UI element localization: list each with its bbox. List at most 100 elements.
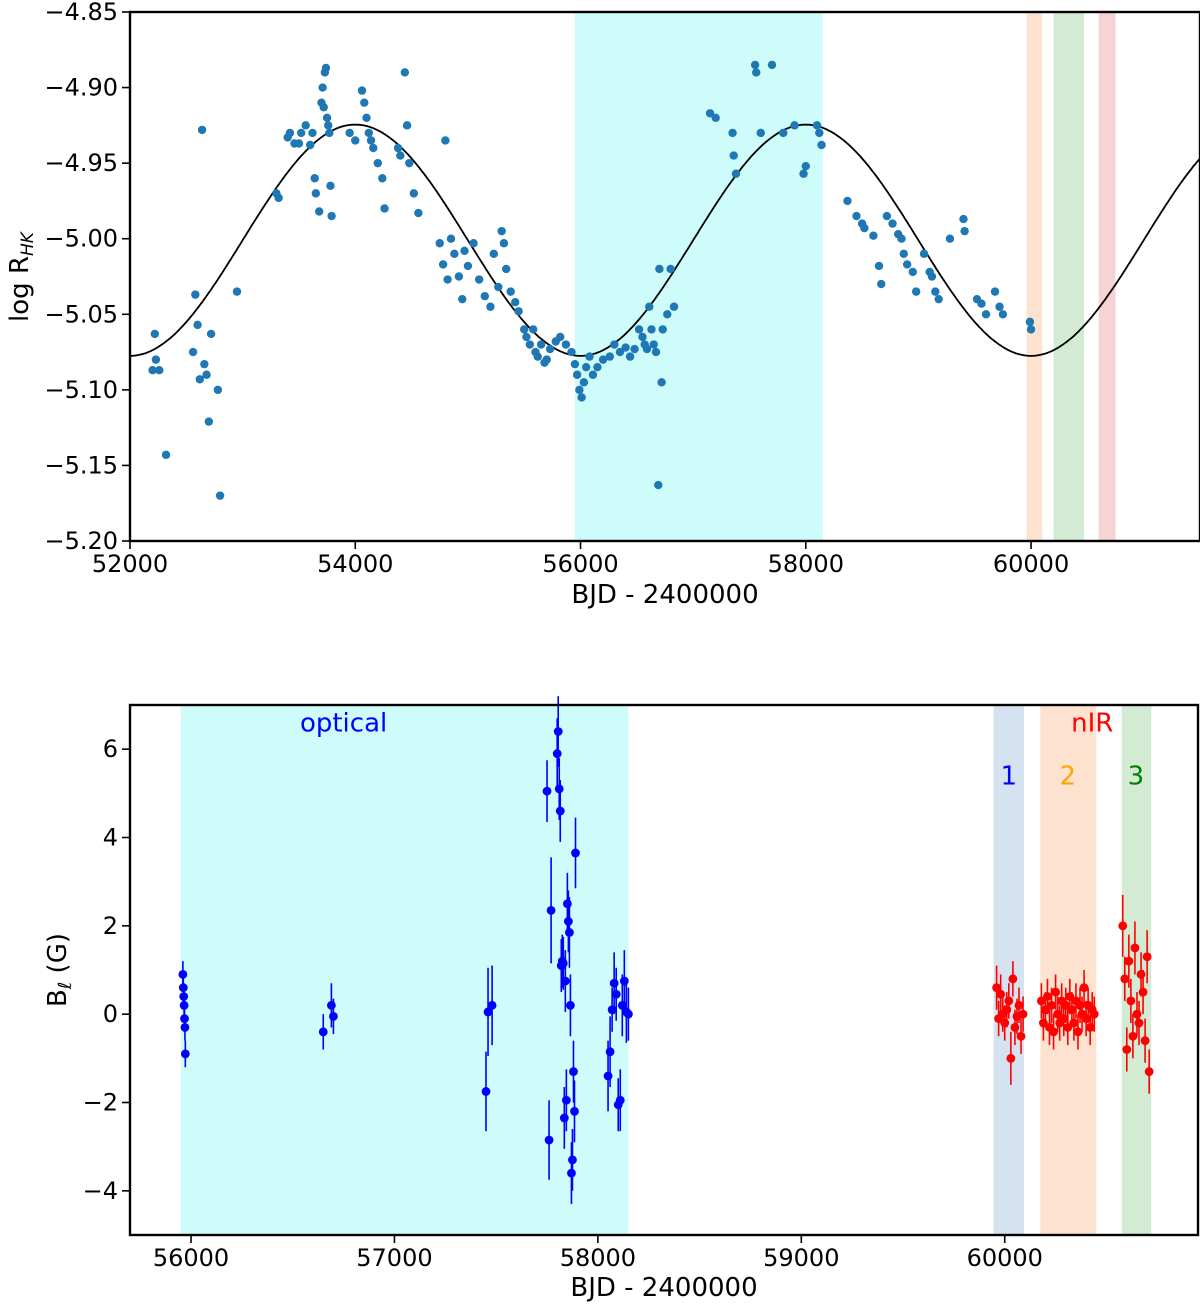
rhk-data-point [480,291,489,301]
series-nIR [992,894,1154,1094]
top-y-axis-label-main: log R [5,256,35,322]
rhk-data-points [148,60,1036,500]
rhk-data-point [188,347,198,357]
nIR-data-point [996,989,1006,999]
rhk-data-point [579,378,589,387]
rhk-data-point [790,121,799,130]
optical-data-point [611,989,621,999]
rhk-data-point [658,325,667,334]
nIR-data-point [1016,1031,1026,1041]
nIR-data-point [1124,956,1134,966]
nIR-data-point [1049,1027,1058,1037]
rhk-data-point [450,249,459,259]
bottom-x-tick-label: 57000 [356,1244,432,1272]
bottom-y-tick-label: −4 [83,1177,118,1205]
nIR-data-point [1081,1014,1091,1023]
rhk-data-point [522,332,531,342]
top-y-tick-label: −5.10 [44,376,118,404]
bottom-x-axis-label: BJD - 2400000 [570,1273,757,1303]
optical-data-point [559,1113,569,1123]
bottom-axis-ticks: 56000 57000 58000 59000 60000 −4 −2 0 2 4 6 [83,735,1043,1272]
rhk-data-point [511,297,520,307]
optical-data-point [180,1023,190,1032]
nIR-data-point [992,983,1002,993]
nIR-data-point [1002,1005,1012,1015]
rhk-data-point [945,234,955,243]
optical-data-point [619,976,629,986]
bottom-x-tick-label: 58000 [560,1244,636,1272]
rhk-data-point [360,98,369,107]
rhk-data-point [414,208,423,218]
nIR-data-point [1067,1005,1077,1015]
rhk-data-point [877,279,886,289]
rhk-data-point [882,211,892,221]
rhk-data-point [960,226,969,236]
rhk-data-point [409,189,419,198]
rhk-data-point [752,68,761,77]
rhk-data-point [902,260,912,269]
optical-data-point [487,1000,497,1010]
bl-data-points [178,696,1154,1205]
bottom-y-axis-label-suffix: (G) [43,933,73,982]
bottom-y-tick-label: 6 [103,735,118,763]
rhk-data-point [494,282,503,292]
top-x-tick-label: 60000 [993,550,1069,578]
rhk-data-point [297,128,306,138]
optical-data-point [553,727,563,736]
rhk-data-point [306,140,315,150]
rhk-data-point [469,239,478,248]
rhk-data-point [378,174,387,183]
rhk-data-point [405,158,414,168]
rhk-data-point [852,211,861,221]
rhk-data-point [899,249,908,259]
bottom-shaded-region-3 [1040,705,1097,1235]
rhk-data-point [460,246,469,256]
nIR-data-point [1047,1000,1056,1010]
rhk-data-point [799,169,808,178]
rhk-data-point [536,340,546,349]
rhk-data-point [463,261,473,271]
rhk-data-point [817,140,826,150]
bottom-y-tick-label: 2 [103,912,118,940]
rhk-data-point [843,196,852,206]
rhk-data-point [931,287,940,296]
optical-data-point [179,1000,189,1010]
rhk-data-point [486,302,495,311]
rhk-data-point [977,299,986,308]
rhk-data-point [396,151,405,160]
rhk-data-point [981,310,991,319]
rhk-data-point [542,355,551,364]
series-optical [178,696,633,1205]
rhk-data-point [654,480,663,490]
rhk-data-point [294,139,304,148]
rhk-data-point [711,113,720,123]
nIR-data-point [1006,1053,1016,1063]
rhk-data-point [815,128,824,138]
bottom-y-tick-label: 0 [103,1000,118,1028]
nIR-data-point [1120,974,1130,984]
rhk-data-point [161,450,171,460]
rhk-data-point [393,143,403,153]
top-x-tick-label: 54000 [317,550,393,578]
rhk-data-point [326,181,335,191]
top-x-axis-label: BJD - 2400000 [571,580,758,610]
rhk-data-point [577,393,586,402]
rhk-data-point [581,362,591,372]
top-y-tick-label: −5.15 [44,451,118,479]
optical-data-point [554,784,564,794]
rhk-data-point [151,355,161,364]
rhk-data-point [561,340,571,349]
nIR-data-point [1118,921,1128,931]
optical-data-point [542,786,552,796]
top-x-tick-label: 56000 [542,550,618,578]
nIR-data-point [1069,1018,1079,1028]
nIR-data-point [1142,952,1152,962]
rhk-data-point [767,60,777,70]
optical-data-point [558,958,568,968]
rhk-data-point [274,193,283,203]
nIR-data-point [1010,1023,1020,1032]
rhk-data-point [345,128,354,138]
rhk-data-point [204,417,214,426]
nIR-data-point [1132,1009,1142,1019]
rhk-data-point [911,287,921,296]
